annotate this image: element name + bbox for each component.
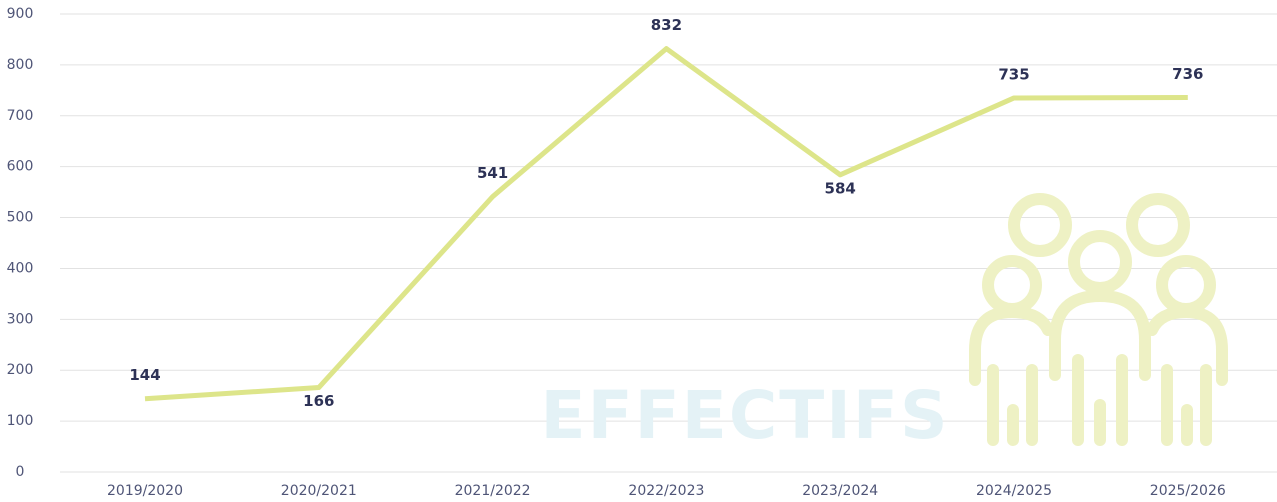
- line: [144, 46, 1188, 402]
- x-tick-label: 2025/2026: [1150, 483, 1226, 499]
- watermark: EFFECTIFS: [541, 377, 950, 454]
- y-tick-label: 400: [7, 260, 34, 276]
- y-tick-label: 100: [7, 413, 34, 429]
- y-tick-label: 200: [7, 362, 34, 378]
- data-label: 541: [477, 164, 508, 182]
- y-tick-label: 0: [16, 464, 25, 480]
- people-icon: [969, 193, 1228, 446]
- y-tick-label: 300: [7, 311, 34, 327]
- x-tick-label: 2020/2021: [281, 483, 357, 499]
- y-tick-label: 800: [7, 57, 34, 73]
- x-tick-label: 2024/2025: [976, 483, 1052, 499]
- data-label: 832: [651, 16, 682, 34]
- data-label: 584: [825, 179, 856, 197]
- x-tick-label: 2023/2024: [802, 483, 878, 499]
- data-label: 736: [1172, 65, 1203, 83]
- y-tick-label: 500: [7, 210, 34, 226]
- x-tick-label: 2021/2022: [455, 483, 531, 499]
- x-tick-label: 2022/2023: [628, 483, 704, 499]
- data-label: 144: [129, 366, 160, 384]
- y-tick-label: 600: [7, 159, 34, 175]
- y-tick-label: 700: [7, 108, 34, 124]
- data-label: 166: [303, 392, 334, 410]
- y-tick-label: 900: [7, 6, 34, 22]
- data-label: 735: [998, 65, 1029, 83]
- x-tick-label: 2019/2020: [107, 483, 183, 499]
